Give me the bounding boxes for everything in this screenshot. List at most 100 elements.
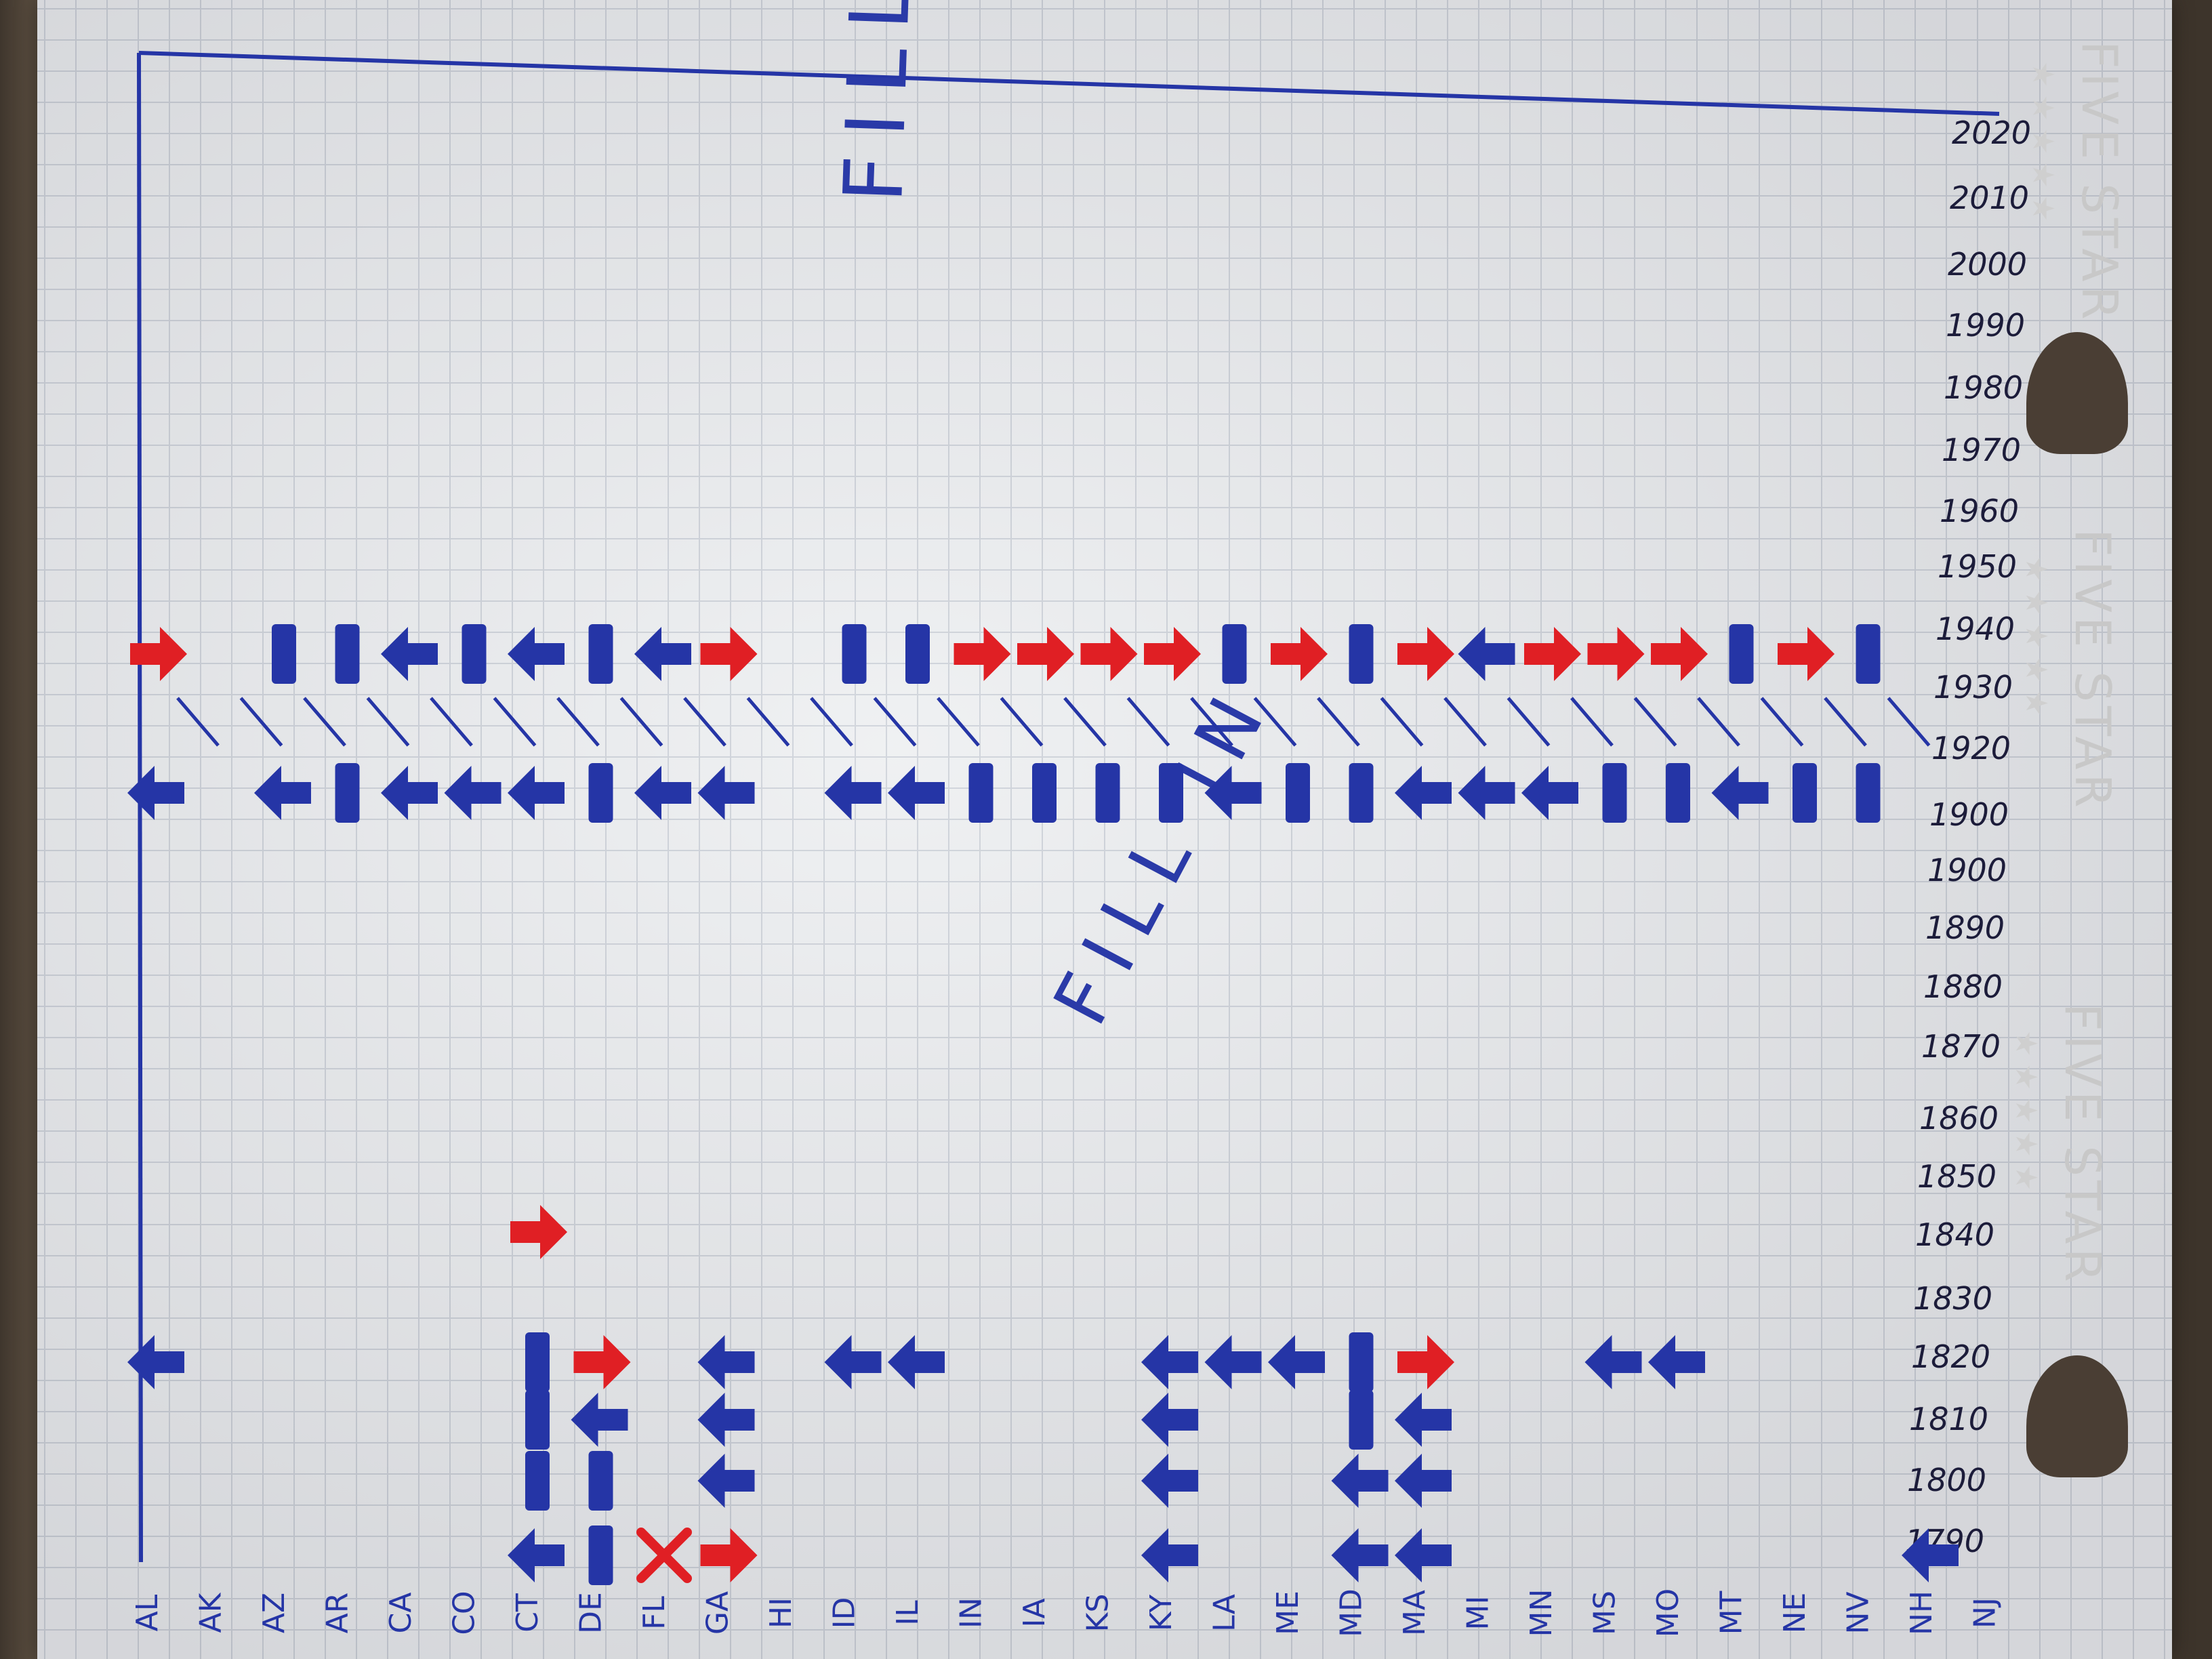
slash-mark	[493, 697, 537, 747]
arrow-down-mark	[130, 627, 187, 681]
arrow-down-mark	[1271, 627, 1328, 681]
arrow-up-mark	[381, 627, 438, 681]
bar-mark	[588, 763, 613, 823]
arrow-down-mark	[1080, 627, 1138, 681]
arrow-up-mark	[1395, 1528, 1452, 1582]
state-label: DE	[574, 1592, 609, 1634]
bar-mark	[588, 624, 613, 684]
state-label: MA	[1397, 1590, 1432, 1636]
year-label: 1950	[1938, 548, 2017, 585]
arrow-down-mark	[954, 627, 1011, 681]
arrow-down-mark	[1651, 627, 1708, 681]
fill-in-note-text: FILL IN	[827, 0, 935, 204]
year-label: 1820	[1911, 1338, 1990, 1375]
bar-mark	[525, 1332, 550, 1392]
state-label: ID	[827, 1597, 862, 1629]
arrow-up-mark	[1141, 1393, 1198, 1447]
bar-mark	[525, 1451, 550, 1511]
arrow-up-mark	[1331, 1528, 1389, 1582]
slash-mark	[176, 697, 220, 747]
state-label: IA	[1017, 1598, 1052, 1627]
bar-mark	[1286, 763, 1310, 823]
year-label: 1850	[1917, 1158, 1996, 1195]
arrow-up-mark	[508, 766, 565, 820]
state-label: NV	[1841, 1591, 1876, 1634]
bar-mark	[1159, 763, 1183, 823]
state-label: FL	[637, 1596, 672, 1630]
bar-mark	[272, 624, 296, 684]
bar-mark	[1856, 624, 1881, 684]
arrow-up-mark	[1141, 1528, 1198, 1582]
slash-mark	[239, 697, 283, 747]
state-label: MS	[1588, 1591, 1622, 1635]
arrow-up-mark	[634, 627, 691, 681]
slash-mark	[303, 697, 346, 747]
arrow-up-mark	[1902, 1528, 1959, 1582]
arrow-up-mark	[1204, 766, 1262, 820]
bar-mark	[842, 624, 867, 684]
arrow-up-mark	[1331, 1454, 1389, 1508]
bar-mark	[1095, 763, 1120, 823]
slash-mark	[873, 697, 917, 747]
year-label: 1900	[1929, 796, 2009, 833]
arrow-up-mark	[1268, 1335, 1325, 1389]
arrow-up-mark	[824, 1335, 882, 1389]
state-label: KY	[1144, 1595, 1179, 1631]
arrow-down-mark	[510, 1205, 567, 1259]
fill-in-note-top: FILL IN	[827, 0, 935, 204]
arrow-down-mark	[1587, 627, 1645, 681]
state-label: MT	[1715, 1591, 1749, 1635]
slash-mark	[1760, 697, 1804, 747]
arrow-up-mark	[381, 766, 438, 820]
bar-mark	[1729, 624, 1754, 684]
year-label: 1880	[1923, 968, 2003, 1005]
bar-mark	[1856, 763, 1881, 823]
arrow-up-mark	[634, 766, 691, 820]
bar-mark	[462, 624, 487, 684]
arrow-up-mark	[1204, 1335, 1262, 1389]
bar-mark	[1666, 763, 1690, 823]
state-label: GA	[701, 1591, 735, 1635]
arrow-up-mark	[508, 627, 565, 681]
arrow-up-mark	[697, 1454, 755, 1508]
slash-mark	[810, 697, 853, 747]
year-label: 1980	[1944, 369, 2023, 406]
graph-paper-sheet	[37, 0, 2172, 1659]
state-label: IL	[890, 1600, 925, 1626]
arrow-up-mark	[571, 1393, 628, 1447]
arrow-up-mark	[697, 1335, 755, 1389]
arrow-up-mark	[127, 766, 184, 820]
bar-mark	[905, 624, 930, 684]
state-label: MN	[1524, 1589, 1559, 1637]
arrow-up-mark	[1584, 1335, 1642, 1389]
arrow-up-mark	[697, 766, 755, 820]
year-label: 1930	[1933, 669, 2013, 705]
fill-in-note-middle: FILL IN	[1037, 669, 1288, 1039]
year-label: 1960	[1940, 493, 2019, 529]
punch-hole-top	[2026, 332, 2128, 454]
year-label: 1860	[1919, 1100, 1999, 1136]
bar-mark	[1222, 624, 1247, 684]
state-label: KS	[1081, 1594, 1115, 1633]
arrow-down-mark	[1397, 1335, 1454, 1389]
bar-mark	[525, 1390, 550, 1450]
year-label: 1870	[1921, 1028, 2001, 1065]
arrow-down-mark	[573, 1335, 631, 1389]
year-label: 1800	[1907, 1462, 1986, 1498]
arrow-up-mark	[1141, 1454, 1198, 1508]
slash-mark	[683, 697, 726, 747]
slash-mark	[1253, 697, 1297, 747]
arrow-up-mark	[888, 1335, 945, 1389]
slash-mark	[937, 697, 980, 747]
state-label: AL	[130, 1594, 165, 1631]
arrow-up-mark	[1648, 1335, 1705, 1389]
slash-mark	[430, 697, 473, 747]
year-label: 1940	[1936, 611, 2015, 647]
year-label: 1890	[1925, 909, 2005, 946]
state-label: IN	[954, 1597, 989, 1629]
year-label: 1990	[1946, 307, 2025, 344]
state-label: ME	[1271, 1591, 1305, 1635]
arrow-up-mark	[1458, 627, 1515, 681]
